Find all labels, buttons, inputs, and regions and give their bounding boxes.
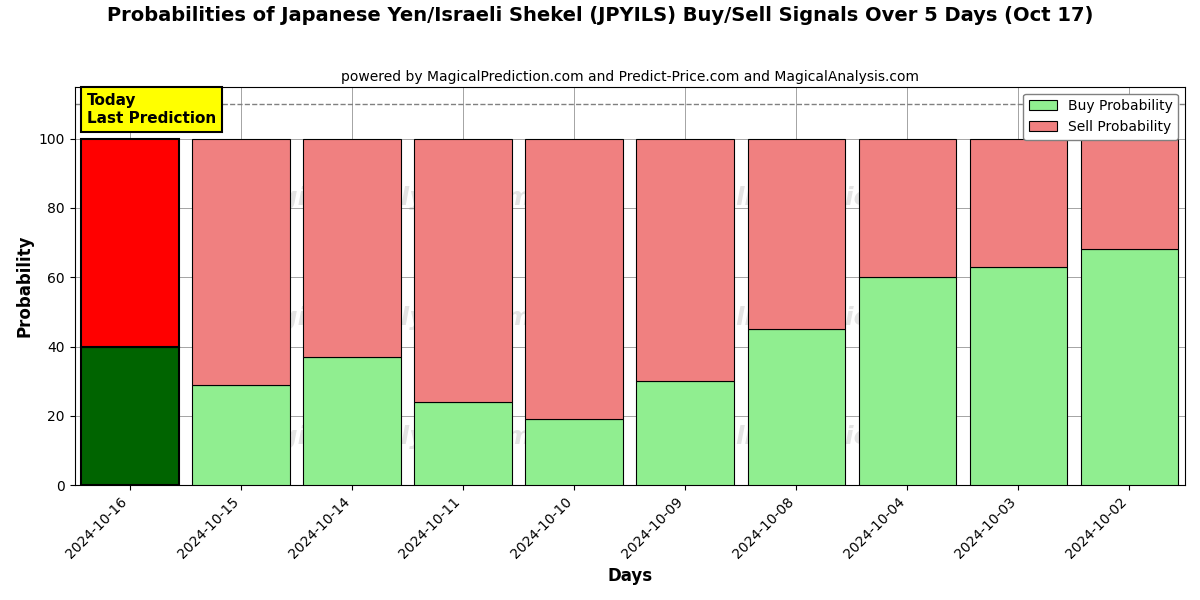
- Bar: [192, 139, 290, 385]
- Bar: [970, 267, 1067, 485]
- Legend: Buy Probability, Sell Probability: Buy Probability, Sell Probability: [1024, 94, 1178, 140]
- Bar: [82, 139, 179, 347]
- Text: MagicalPrediction.com: MagicalPrediction.com: [636, 306, 956, 330]
- Bar: [414, 402, 512, 485]
- Bar: [304, 357, 401, 485]
- Bar: [970, 139, 1067, 267]
- Bar: [636, 139, 734, 381]
- Title: powered by MagicalPrediction.com and Predict-Price.com and MagicalAnalysis.com: powered by MagicalPrediction.com and Pre…: [341, 70, 919, 84]
- Bar: [636, 381, 734, 485]
- Text: Today
Last Prediction: Today Last Prediction: [86, 94, 216, 126]
- Bar: [1081, 139, 1178, 250]
- Text: MagicalAnalysis.com: MagicalAnalysis.com: [239, 306, 533, 330]
- Bar: [858, 277, 956, 485]
- Text: Probabilities of Japanese Yen/Israeli Shekel (JPYILS) Buy/Sell Signals Over 5 Da: Probabilities of Japanese Yen/Israeli Sh…: [107, 6, 1093, 25]
- Bar: [82, 347, 179, 485]
- Bar: [858, 139, 956, 277]
- Bar: [526, 139, 623, 419]
- Bar: [1081, 250, 1178, 485]
- Y-axis label: Probability: Probability: [16, 235, 34, 337]
- Text: MagicalPrediction.com: MagicalPrediction.com: [636, 186, 956, 210]
- X-axis label: Days: Days: [607, 567, 653, 585]
- Bar: [748, 139, 845, 329]
- Text: MagicalAnalysis.com: MagicalAnalysis.com: [239, 425, 533, 449]
- Bar: [192, 385, 290, 485]
- Bar: [414, 139, 512, 402]
- Bar: [304, 139, 401, 357]
- Bar: [526, 419, 623, 485]
- Text: MagicalAnalysis.com: MagicalAnalysis.com: [239, 186, 533, 210]
- Text: MagicalPrediction.com: MagicalPrediction.com: [636, 425, 956, 449]
- Bar: [748, 329, 845, 485]
